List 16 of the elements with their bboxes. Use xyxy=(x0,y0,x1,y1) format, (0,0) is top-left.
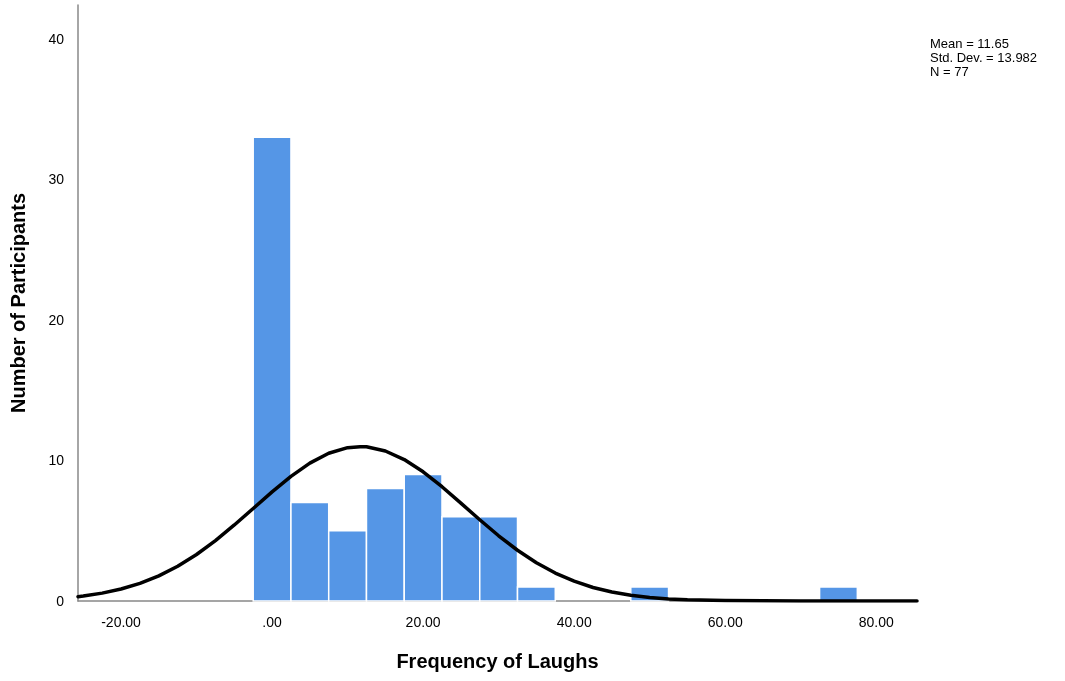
y-tick-label: 40 xyxy=(48,30,65,47)
text: Mean = 11.65 xyxy=(930,35,1009,51)
y-tick-label: 10 xyxy=(48,452,65,469)
y-axis-title: Number of Participants xyxy=(7,192,29,414)
x-tick-label: 60.00 xyxy=(707,614,743,630)
x-tick-label: .00 xyxy=(262,614,283,630)
x-tick-label: 20.00 xyxy=(405,614,441,630)
x-axis-title: Frequency of Laughs xyxy=(396,650,599,672)
x-tick-label: 80.00 xyxy=(858,614,894,630)
x-tick-label: 40.00 xyxy=(556,614,592,630)
y-tick-label: 0 xyxy=(56,593,65,609)
y-tick-label: 20 xyxy=(48,311,65,328)
y-tick-label: 30 xyxy=(48,171,65,188)
text: Std. Dev. = 13.982 xyxy=(930,49,1038,65)
x-tick-label: -20.00 xyxy=(101,614,142,630)
text: N = 77 xyxy=(930,63,969,79)
